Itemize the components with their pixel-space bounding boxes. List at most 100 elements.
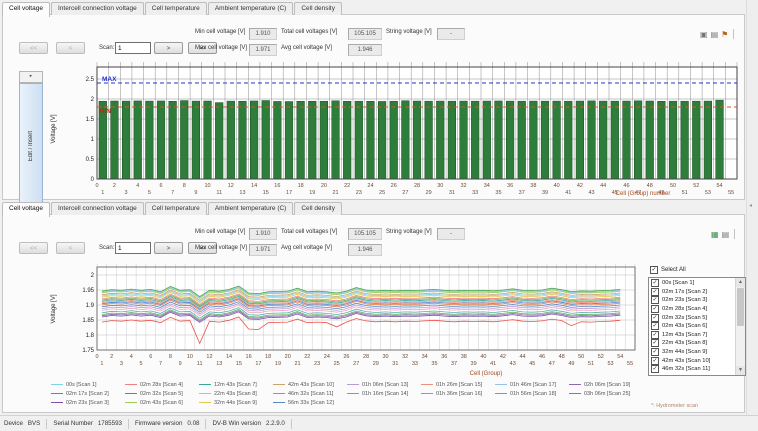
checkbox-checked-icon[interactable]: ✓: [651, 339, 659, 348]
hydrometer-note: *: Hydrometer scan: [651, 403, 699, 409]
prev-scan-button[interactable]: <: [56, 242, 85, 254]
svg-text:35: 35: [431, 361, 437, 367]
scan-listbox[interactable]: ✓ 00s [Scan 1] ✓ 02m 17s [Scan 2] ✓ 02m 23s […: [648, 277, 746, 376]
scan-list-item[interactable]: ✓ 22m 43s [Scan 8]: [650, 339, 735, 348]
legend-swatch: [495, 393, 507, 394]
next-scan-button[interactable]: >: [154, 242, 183, 254]
svg-text:30: 30: [383, 354, 389, 360]
checkbox-checked-icon[interactable]: ✓: [651, 287, 659, 296]
tab-ambient-temperature-c-[interactable]: Ambient temperature (C): [207, 2, 294, 15]
last-scan-button[interactable]: >>: [188, 242, 217, 254]
status-item: Serial Number 1785593: [53, 420, 128, 427]
legend-column: 02h 06m [Scan 19] 03h 06m [Scan 25]: [569, 381, 641, 417]
legend-label: 32m 44s [Scan 9]: [214, 399, 257, 406]
scroll-down-icon[interactable]: ▼: [736, 366, 745, 375]
next-scan-button[interactable]: >: [154, 42, 183, 54]
svg-text:1.9: 1.9: [86, 303, 95, 309]
legend-item: 02m 23s [Scan 3]: [51, 399, 123, 406]
svg-text:2.5: 2.5: [86, 77, 95, 83]
tab-intercell-connection-voltage[interactable]: Intercell connection voltage: [50, 202, 144, 215]
min-voltage-value: 1.910: [249, 28, 277, 40]
svg-text:35: 35: [495, 190, 501, 196]
svg-text:4: 4: [136, 183, 139, 189]
tab-cell-density[interactable]: Cell density: [294, 2, 342, 15]
scan-item-label: 02m 32s [Scan 5]: [662, 314, 708, 321]
first-scan-button[interactable]: <<: [19, 42, 48, 54]
scan-list-item[interactable]: ✓ 42m 43s [Scan 10]: [650, 356, 735, 365]
tab-cell-voltage[interactable]: Cell voltage: [2, 202, 50, 217]
flag-icon[interactable]: ⚑: [721, 29, 729, 39]
checkbox-checked-icon[interactable]: ✓: [651, 330, 659, 339]
svg-text:42: 42: [577, 183, 583, 189]
svg-text:26: 26: [343, 354, 349, 360]
svg-text:3: 3: [120, 361, 123, 367]
legend-label: 02m 28s [Scan 4]: [140, 381, 183, 388]
checkbox-checked-icon[interactable]: ✓: [651, 279, 659, 288]
svg-text:12: 12: [228, 183, 234, 189]
svg-text:45: 45: [529, 361, 535, 367]
string-voltage-label: String voltage [V]: [386, 229, 432, 235]
svg-text:26: 26: [391, 183, 397, 189]
scan-item-label: 02m 43s [Scan 6]: [662, 323, 708, 330]
svg-text:9: 9: [194, 190, 197, 196]
tab-intercell-connection-voltage[interactable]: Intercell connection voltage: [50, 2, 144, 15]
checkbox-checked-icon[interactable]: ✓: [650, 266, 658, 274]
scan-list-item[interactable]: ✓ 02m 43s [Scan 6]: [650, 322, 735, 331]
svg-text:50: 50: [670, 183, 676, 189]
scan-item-label: 42m 43s [Scan 10]: [662, 357, 711, 364]
scan-list-item[interactable]: ✓ 02m 28s [Scan 4]: [650, 305, 735, 314]
tab-cell-temperature[interactable]: Cell temperature: [144, 202, 207, 215]
edit-insert-sidebar[interactable]: Edit / Insert: [19, 83, 43, 209]
checkbox-checked-icon[interactable]: ✓: [651, 356, 659, 365]
legend-label: 12m 43s [Scan 7]: [214, 381, 257, 388]
checkbox-checked-icon[interactable]: ✓: [651, 365, 659, 374]
legend-label: 02m 43s [Scan 6]: [140, 399, 183, 406]
legend-swatch: [273, 384, 285, 385]
scan-list-item[interactable]: ✓ 46m 32s [Scan 11]: [650, 365, 735, 374]
last-scan-button[interactable]: >>: [188, 42, 217, 54]
display-icon[interactable]: ▣: [700, 29, 708, 39]
chart-icon[interactable]: ▦: [711, 229, 719, 239]
svg-text:0: 0: [95, 354, 98, 360]
svg-text:49: 49: [658, 190, 664, 196]
scan-list-item[interactable]: ✓ 02m 17s [Scan 2]: [650, 287, 735, 297]
first-scan-button[interactable]: <<: [19, 242, 48, 254]
report-icon[interactable]: ▤: [721, 229, 730, 239]
expander-button[interactable]: ▸: [19, 71, 43, 83]
min-voltage-label: Min cell voltage [V]: [195, 229, 246, 235]
tab-cell-voltage[interactable]: Cell voltage: [2, 2, 50, 17]
tab-cell-density[interactable]: Cell density: [294, 202, 342, 215]
scrollbar-thumb[interactable]: [737, 288, 744, 326]
scan-list-item[interactable]: ✓ 02m 32s [Scan 5]: [650, 313, 735, 322]
legend-label: 03h 06m [Scan 25]: [584, 390, 631, 397]
scan-list-item[interactable]: ✓ 02m 23s [Scan 3]: [650, 296, 735, 305]
checkbox-checked-icon[interactable]: ✓: [651, 305, 659, 314]
splitter-arrow-icon: ◂: [749, 203, 753, 209]
right-splitter[interactable]: ◂: [746, 0, 758, 415]
scan-input[interactable]: [115, 42, 151, 54]
scroll-up-icon[interactable]: ▲: [736, 278, 745, 287]
listbox-scrollbar[interactable]: ▲ ▼: [735, 278, 745, 375]
scan-list-item[interactable]: ✓ 00s [Scan 1]: [650, 279, 735, 288]
tab-ambient-temperature-c-[interactable]: Ambient temperature (C): [207, 202, 294, 215]
scan-input[interactable]: [115, 242, 151, 254]
checkbox-checked-icon[interactable]: ✓: [651, 322, 659, 331]
status-divider: [290, 418, 292, 429]
legend-swatch: [569, 384, 581, 385]
checkbox-checked-icon[interactable]: ✓: [651, 296, 659, 305]
checkbox-checked-icon[interactable]: ✓: [651, 313, 659, 322]
scan-list-item[interactable]: ✓ 32m 44s [Scan 9]: [650, 348, 735, 357]
scan-list-item[interactable]: ✓ 12m 43s [Scan 7]: [650, 330, 735, 340]
svg-text:Cell (Group) number: Cell (Group) number: [616, 191, 671, 197]
report-icon[interactable]: ▤: [710, 29, 719, 39]
svg-text:34: 34: [484, 183, 490, 189]
checkbox-checked-icon[interactable]: ✓: [651, 348, 659, 357]
svg-text:34: 34: [422, 354, 428, 360]
select-all-checkbox[interactable]: ✓ Select All: [650, 266, 686, 274]
legend-item: 02h 06m [Scan 19]: [569, 381, 641, 388]
prev-scan-button[interactable]: <: [56, 42, 85, 54]
tab-cell-temperature[interactable]: Cell temperature: [144, 2, 207, 15]
legend-swatch: [569, 393, 581, 394]
legend-item: 46m 32s [Scan 11]: [273, 390, 345, 397]
avg-voltage-value: 1.946: [348, 244, 382, 256]
